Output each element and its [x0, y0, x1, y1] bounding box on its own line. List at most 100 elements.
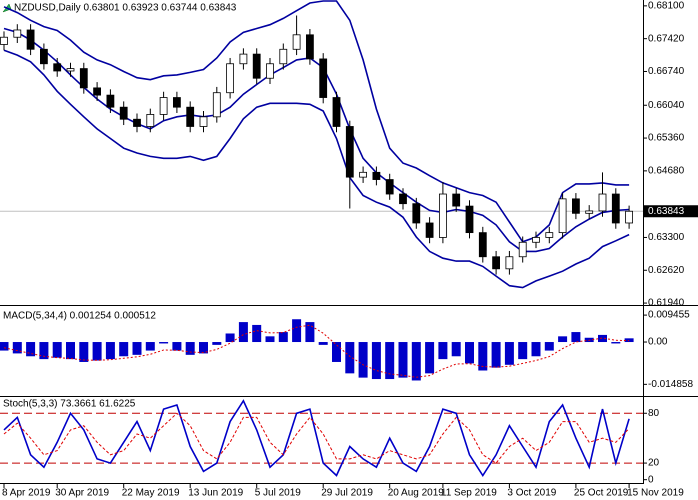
y-tick-label: 0.009455	[648, 310, 690, 321]
x-tick-label: 25 Oct 2019	[574, 488, 629, 499]
last-price-label: 0.63843	[648, 206, 685, 217]
y-tick-label: 0	[648, 474, 654, 485]
macd-bar	[52, 342, 62, 358]
y-tick-label: 0.64680	[648, 166, 685, 177]
candle-body	[212, 92, 221, 118]
candle-body	[478, 232, 487, 258]
macd-bar	[385, 342, 395, 380]
y-tick-label: 0.61940	[648, 298, 685, 309]
candle-body	[146, 114, 155, 127]
macd-bar	[371, 342, 381, 380]
band-upper	[3, 0, 630, 243]
candle-body	[545, 232, 554, 238]
macd-bar	[119, 342, 129, 357]
macd-bar	[558, 336, 568, 343]
macd-bar	[265, 336, 275, 343]
candle-body	[598, 193, 607, 212]
candle-body	[425, 222, 434, 238]
macd-bar	[611, 342, 621, 344]
macd-bar	[465, 342, 474, 364]
macd-bar	[79, 342, 89, 362]
y-tick-label: 0.00	[648, 337, 668, 348]
macd-bar	[411, 342, 421, 381]
candle-body	[26, 29, 35, 50]
candle-body	[558, 198, 567, 234]
candle-body	[40, 48, 48, 65]
macd-bar	[318, 342, 328, 345]
macd-bar	[39, 342, 49, 360]
candle-body	[332, 97, 341, 127]
macd-bar	[531, 342, 541, 357]
candle-body	[119, 106, 128, 120]
macd-bar	[491, 342, 501, 368]
last-price-box	[644, 205, 698, 218]
candle-body	[266, 63, 274, 79]
candle-body	[226, 63, 235, 94]
candle-body	[532, 237, 540, 243]
macd-bar	[159, 342, 169, 344]
candle-body	[465, 205, 474, 234]
chart-title: NZDUSD,Daily 0.63801 0.63923 0.63744 0.6…	[14, 3, 237, 14]
macd-title: MACD(5,34,4) 0.001254 0.000512	[3, 311, 156, 322]
candle-body	[13, 29, 22, 38]
candle-body	[345, 126, 354, 178]
candle-body	[385, 179, 394, 195]
x-tick-label: 3 Oct 2019	[507, 488, 556, 499]
x-tick-label: 5 Jul 2019	[255, 488, 302, 499]
candle-body	[133, 118, 141, 127]
candle-body	[438, 193, 447, 238]
macd-bar	[518, 342, 528, 360]
candle-body	[492, 256, 501, 270]
candle-body	[199, 116, 208, 127]
x-tick-label: 15 Nov 2019	[627, 488, 684, 499]
candle-body	[252, 53, 261, 79]
macd-signal	[3, 324, 630, 378]
candle-body	[505, 256, 514, 270]
macd-bar	[438, 342, 448, 360]
candle-body	[518, 241, 527, 258]
x-tick-label: 20 Aug 2019	[388, 488, 445, 499]
y-tick-label: 20	[648, 458, 660, 469]
macd-bar	[478, 342, 488, 371]
candle-body	[319, 58, 328, 98]
candle-body	[359, 171, 368, 178]
macd-bar	[172, 342, 182, 351]
macd-bar	[292, 319, 302, 343]
y-tick-label: -0.014858	[648, 379, 693, 390]
macd-bar	[225, 333, 235, 343]
x-tick-label: 29 Jul 2019	[321, 488, 373, 499]
candle-body	[585, 210, 594, 214]
candle-body	[452, 193, 461, 207]
y-tick-label: 0.63300	[648, 232, 685, 243]
x-tick-label: 30 Apr 2019	[55, 488, 109, 499]
candle-body	[66, 68, 75, 72]
x-tick-label: 8 Apr 2019	[2, 488, 51, 499]
macd-bar	[66, 342, 75, 360]
macd-bar	[105, 342, 115, 360]
y-tick-label: 0.65360	[648, 133, 685, 144]
candle-body	[93, 87, 101, 96]
candle-body	[572, 198, 580, 214]
y-tick-label: 0.66040	[648, 100, 685, 111]
candle-body	[412, 203, 421, 224]
candle-body	[625, 210, 633, 224]
candle-body	[0, 36, 8, 45]
macd-bar	[598, 334, 607, 343]
x-tick-label: 11 Sep 2019	[441, 488, 497, 499]
y-tick-label: 80	[648, 408, 660, 419]
macd-bar	[12, 342, 22, 354]
candle-body	[292, 34, 301, 50]
candle-body	[53, 63, 62, 72]
x-tick-label: 22 May 2019	[122, 488, 180, 499]
macd-bar	[185, 342, 195, 355]
macd-bar	[332, 342, 341, 362]
macd-bar	[238, 322, 248, 343]
candle-body	[186, 106, 195, 127]
macd-bar	[92, 342, 102, 361]
stochastic-panel: 0 20 80 8 Apr 2019 30 Apr 2019 22 May 2019 13 …	[0, 399, 684, 499]
macd-panel: 0.009455 0.00 -0.014858	[0, 310, 693, 390]
y-tick-label: 0.62620	[648, 265, 685, 276]
stoch-main	[3, 399, 630, 477]
macd-bar	[0, 342, 9, 351]
